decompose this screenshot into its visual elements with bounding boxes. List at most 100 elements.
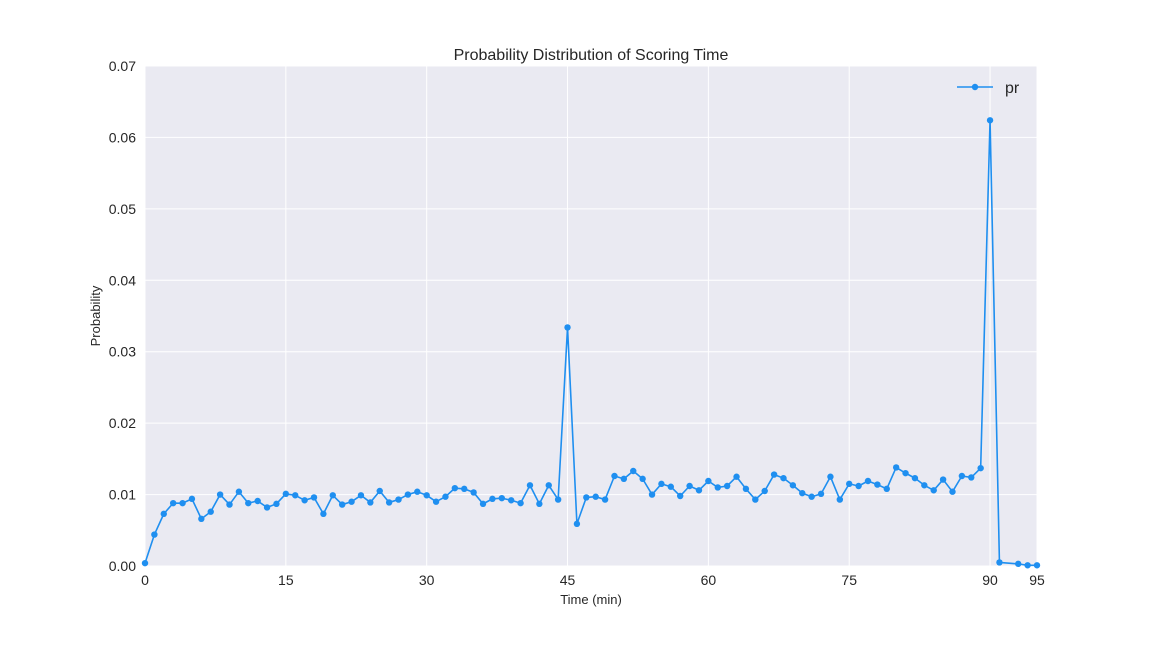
data-point xyxy=(968,474,975,481)
x-tick-label: 0 xyxy=(141,572,149,588)
data-point xyxy=(404,491,412,498)
data-point xyxy=(658,480,665,488)
y-axis-label: Probability xyxy=(88,285,103,346)
legend: pr xyxy=(957,80,1020,97)
data-point xyxy=(141,559,149,567)
data-point xyxy=(179,499,186,507)
data-point xyxy=(310,494,318,501)
data-point xyxy=(714,484,721,491)
x-tick-label: 95 xyxy=(1029,572,1045,588)
data-point xyxy=(273,500,280,508)
y-tick-label: 0.00 xyxy=(109,558,136,574)
x-tick-label: 30 xyxy=(419,572,435,588)
data-point xyxy=(432,498,440,505)
data-point xyxy=(414,488,421,495)
data-point xyxy=(686,482,693,490)
data-point xyxy=(320,510,327,518)
data-point xyxy=(611,472,618,480)
x-tick-label: 60 xyxy=(701,572,717,588)
data-point xyxy=(770,471,778,478)
data-point xyxy=(564,324,571,331)
data-point xyxy=(827,473,834,480)
data-point xyxy=(930,487,937,494)
y-tick-label: 0.01 xyxy=(109,487,136,503)
series-layer xyxy=(141,117,1041,569)
data-point xyxy=(977,464,984,472)
data-point xyxy=(517,499,524,507)
y-tick-label: 0.04 xyxy=(109,272,136,288)
grid-lines xyxy=(144,65,1038,567)
data-point xyxy=(648,491,656,498)
data-point xyxy=(817,490,825,498)
data-point xyxy=(357,492,365,499)
data-point xyxy=(376,487,383,495)
data-point xyxy=(245,499,252,507)
data-point xyxy=(216,491,224,498)
data-point xyxy=(601,496,609,503)
data-point xyxy=(986,117,994,124)
data-point xyxy=(799,489,806,497)
data-point xyxy=(470,489,477,496)
data-point xyxy=(733,473,740,480)
x-tick-label: 75 xyxy=(841,572,857,588)
data-point xyxy=(554,496,562,503)
data-point xyxy=(329,492,336,499)
data-point xyxy=(996,559,1003,566)
data-point xyxy=(160,510,167,518)
data-point xyxy=(836,496,844,503)
data-point xyxy=(263,504,271,511)
data-point xyxy=(536,500,543,508)
data-point xyxy=(592,493,599,500)
data-point xyxy=(226,501,233,508)
legend-label: pr xyxy=(1005,80,1020,97)
data-point xyxy=(949,488,956,495)
data-point xyxy=(235,488,243,495)
data-point xyxy=(723,482,731,490)
data-point xyxy=(479,500,487,508)
data-point xyxy=(198,515,205,523)
x-tick-label: 15 xyxy=(278,572,294,588)
data-point xyxy=(864,477,872,485)
data-point xyxy=(902,469,909,477)
data-point xyxy=(939,476,947,483)
data-point xyxy=(545,482,552,489)
data-point xyxy=(292,492,299,499)
data-point xyxy=(254,497,261,505)
x-tick-label: 45 xyxy=(560,572,576,588)
y-tick-label: 0.06 xyxy=(109,129,136,145)
data-point xyxy=(367,499,374,506)
data-point xyxy=(348,498,355,505)
data-point xyxy=(874,481,881,488)
data-point xyxy=(498,494,505,502)
data-point xyxy=(761,487,768,495)
legend-marker xyxy=(971,83,979,91)
data-point xyxy=(526,482,534,489)
data-point xyxy=(705,477,712,485)
data-point xyxy=(789,482,797,489)
data-point xyxy=(921,482,928,489)
data-point xyxy=(742,485,750,493)
data-point xyxy=(151,531,158,538)
data-point xyxy=(385,499,393,506)
y-tick-label: 0.02 xyxy=(109,415,136,431)
data-point xyxy=(1024,562,1031,569)
plot-area xyxy=(145,66,1037,566)
y-tick-label: 0.05 xyxy=(109,201,136,217)
x-tick-label: 90 xyxy=(982,572,998,588)
data-point xyxy=(451,484,459,492)
data-point xyxy=(892,464,900,471)
data-point xyxy=(695,487,703,494)
data-point xyxy=(630,467,637,475)
data-point xyxy=(282,490,290,498)
data-point xyxy=(507,497,515,504)
data-point xyxy=(583,494,590,501)
y-tick-label: 0.07 xyxy=(109,58,136,74)
data-point xyxy=(780,474,787,482)
data-point xyxy=(301,497,308,504)
data-point xyxy=(1033,562,1041,569)
data-point xyxy=(846,480,853,488)
data-point xyxy=(442,493,449,500)
data-point xyxy=(207,508,214,515)
data-point xyxy=(883,485,890,493)
